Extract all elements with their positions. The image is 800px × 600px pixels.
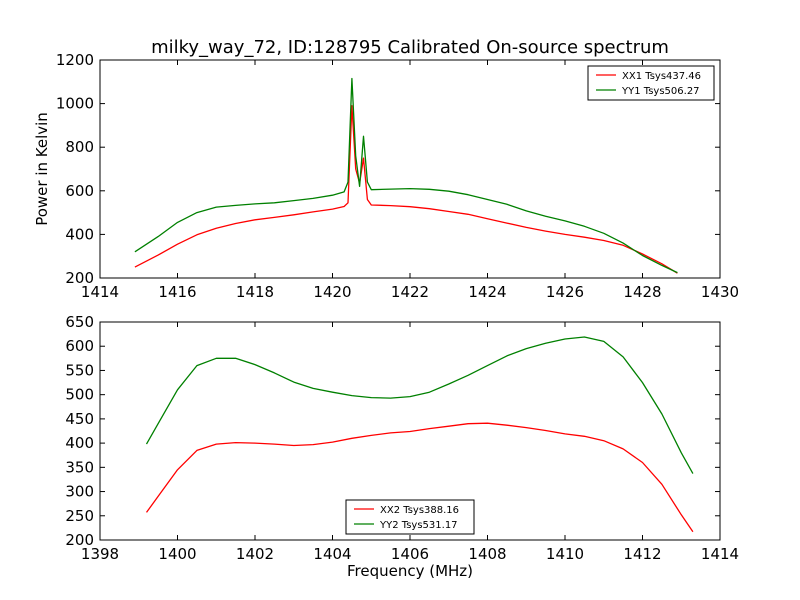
top-y-axis-label: Power in Kelvin — [33, 112, 51, 226]
bottom-legend-box — [345, 499, 475, 535]
bottom-x-tick-label: 1406 — [391, 545, 429, 563]
bottom-y-tick-label: 350 — [65, 458, 94, 476]
top-x-tick-label: 1424 — [468, 283, 506, 301]
top-y-tick-label: 600 — [65, 182, 94, 200]
bottom-y-tick-label: 200 — [65, 531, 94, 549]
bottom-y-tick-label: 600 — [65, 337, 94, 355]
top-x-tick-label: 1430 — [701, 283, 739, 301]
top-x-tick-label: 1428 — [623, 283, 661, 301]
top-y-tick-label: 1200 — [56, 51, 94, 69]
top-y-tick-label: 200 — [65, 269, 94, 287]
bottom-y-tick-label: 500 — [65, 386, 94, 404]
bottom-legend-label: XX2 Tsys388.16 — [380, 505, 459, 516]
top-legend-label: YY1 Tsys506.27 — [621, 86, 700, 97]
bottom-y-tick-label: 400 — [65, 434, 94, 452]
bottom-panel: 1398 1400 1402 1404 1406 1408 1410 1412 1414 200 2… — [65, 313, 739, 563]
bottom-x-tick-label: 1412 — [623, 545, 661, 563]
bottom-x-axis-label: Frequency (MHz) — [347, 562, 473, 580]
top-y-tick-label: 800 — [65, 138, 94, 156]
top-x-tick-label: 1426 — [546, 283, 584, 301]
bottom-x-tick-label: 1414 — [701, 545, 739, 563]
top-legend: XX1 Tsys437.46 YY1 Tsys506.27 — [587, 65, 715, 101]
top-y-tick-label: 1000 — [56, 95, 94, 113]
bottom-y-tick-label: 650 — [65, 313, 94, 331]
bottom-y-tick-label: 250 — [65, 507, 94, 525]
bottom-x-tick-label: 1408 — [468, 545, 506, 563]
top-legend-box — [587, 65, 715, 101]
bottom-series-line-0 — [145, 422, 694, 533]
top-series-line-0 — [134, 105, 678, 274]
bottom-x-tick-label: 1404 — [313, 545, 351, 563]
top-x-tick-label: 1422 — [391, 283, 429, 301]
top-x-tick-label: 1420 — [313, 283, 351, 301]
bottom-legend: XX2 Tsys388.16 YY2 Tsys531.17 — [345, 499, 475, 535]
top-x-tick-label: 1418 — [236, 283, 274, 301]
top-legend-label: XX1 Tsys437.46 — [622, 71, 701, 82]
chart-title: milky_way_72, ID:128795 Calibrated On-so… — [151, 37, 669, 58]
top-y-tick-label: 400 — [65, 225, 94, 243]
bottom-series-line-1 — [145, 336, 694, 474]
bottom-legend-label: YY2 Tsys531.17 — [379, 520, 458, 531]
bottom-x-tick-label: 1398 — [81, 545, 119, 563]
bottom-x-tick-label: 1402 — [236, 545, 274, 563]
top-panel: 1414 1416 1418 1420 1422 1424 1426 1428 1430 200 4… — [56, 51, 739, 301]
bottom-x-tick-label: 1400 — [158, 545, 196, 563]
top-x-tick-label: 1416 — [158, 283, 196, 301]
top-x-tick-label: 1414 — [81, 283, 119, 301]
bottom-y-tick-label: 550 — [65, 361, 94, 379]
top-series-line-1 — [134, 77, 678, 274]
bottom-x-tick-label: 1410 — [546, 545, 584, 563]
bottom-y-tick-label: 300 — [65, 483, 94, 501]
bottom-y-tick-label: 450 — [65, 410, 94, 428]
